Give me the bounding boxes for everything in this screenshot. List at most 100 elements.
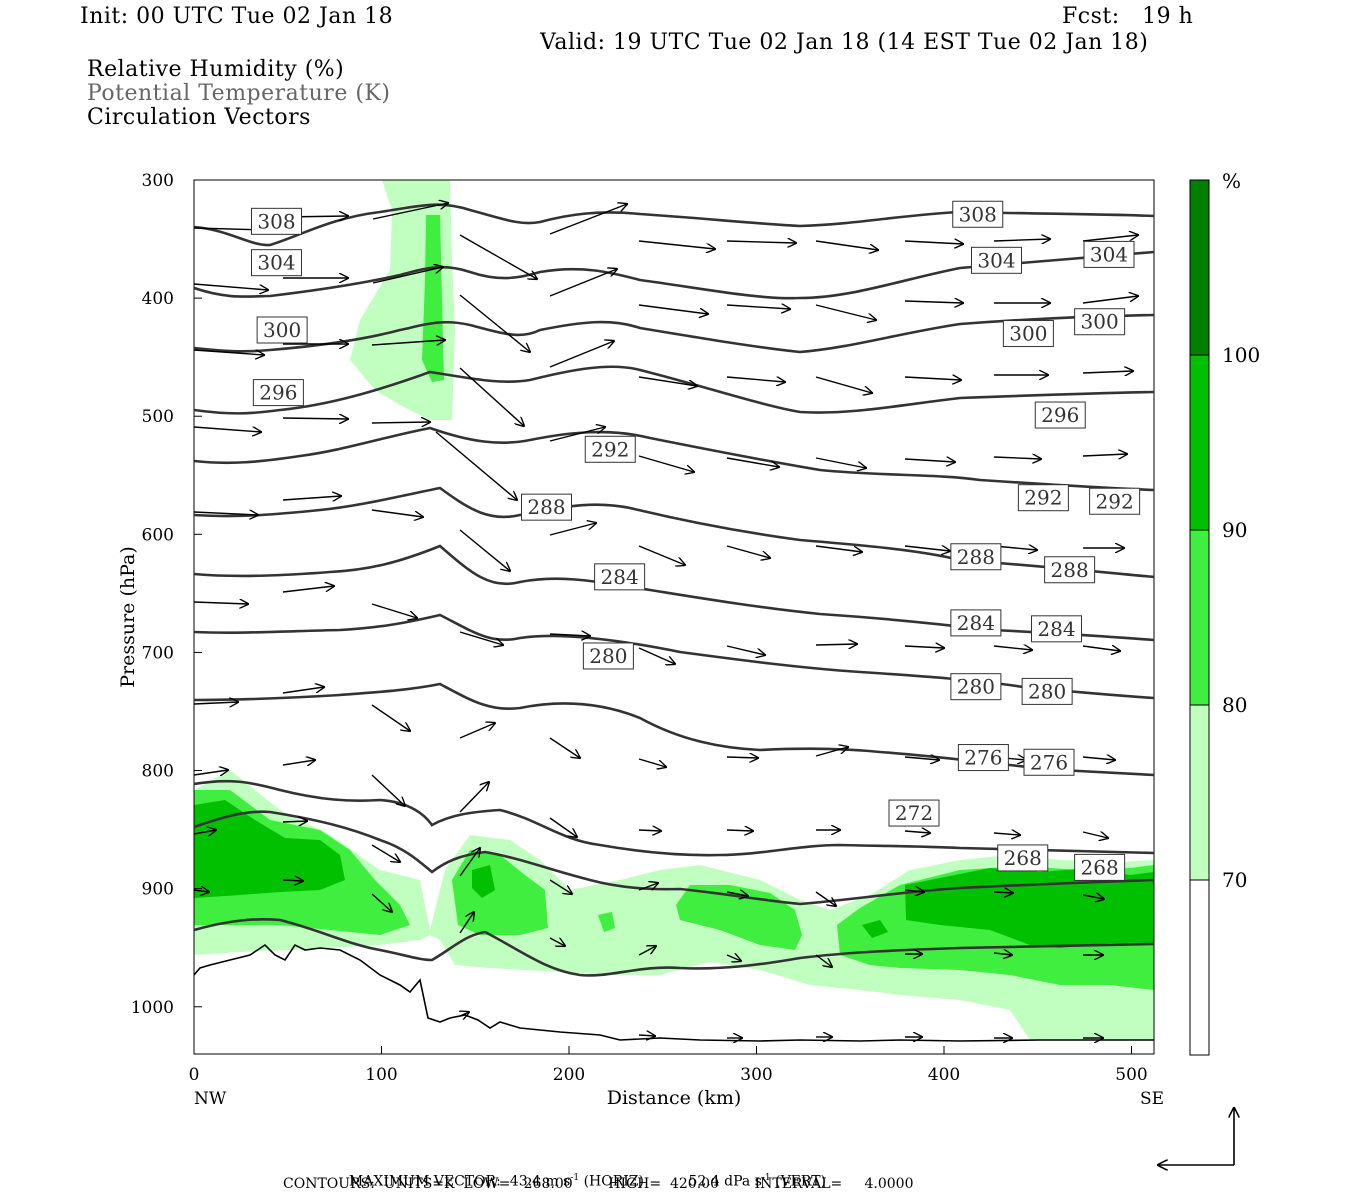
theta-label: 288 [521,493,572,521]
colorbar-70 [1190,705,1209,880]
max-vector-vert: 52.4 dPa s [688,1173,762,1190]
colorbar-100 [1190,180,1209,355]
theta-label-text: 292 [1024,486,1062,510]
horiz-exponent: -1 [570,1173,580,1183]
theta-label: 300 [256,316,308,344]
theta-label-text: 292 [591,437,629,461]
theta-label: 284 [594,563,646,591]
colorbar-unit: % [1222,169,1241,193]
theta-label-text: 276 [964,746,1002,770]
plot-frame [193,179,1155,1055]
rh-90-small [862,920,888,938]
theta-label: 292 [584,435,636,463]
theta-label: 276 [957,744,1009,772]
theta-label-text: 284 [1037,617,1075,641]
x-tick-label: 300 [740,1065,772,1085]
theta-label-text: 272 [895,801,933,825]
theta-label: 292 [1017,484,1069,512]
theta-label-text: 308 [257,209,295,233]
theta-label: 304 [1083,240,1135,268]
x-tick-label: 400 [928,1065,960,1085]
theta-contour-labels: 308 308 304 304 304 300 300 300 296 296 292 292 292 2… [251,200,1141,881]
colorbar-level-100: 100 [1222,343,1260,367]
y-tick-label: 900 [142,880,174,900]
theta-label-text: 268 [1081,855,1119,879]
colorbar-level-90: 90 [1222,518,1247,542]
theta-contour-h [194,613,1154,700]
theta-label-text: 288 [1051,558,1089,582]
theta-label-text: 280 [589,644,627,668]
contours-info: CONTOURS: UNITS=K LOW= 268.00 HIGH= 420.… [283,1176,914,1192]
x-axis: 0 100 200 300 400 500 [189,1046,1148,1085]
theta-label-text: 304 [257,251,295,275]
vert-exponent: -1 [761,1173,771,1183]
valid-time: Valid: 19 UTC Tue 02 Jan 18 (14 EST Tue … [540,30,1149,55]
rh-80-small [598,912,615,932]
colorbar-below-70 [1190,880,1209,1055]
theta-label: 280 [950,673,1002,701]
x-axis-label: Distance (km) [607,1087,742,1109]
theta-label: 292 [1089,487,1141,515]
theta-label-text: 276 [1030,750,1068,774]
theta-label-text: 300 [1081,310,1119,334]
theta-contour-e [194,426,1154,492]
legend-circulation-vectors: Circulation Vectors [87,105,311,130]
theta-label-text: 300 [1009,322,1047,346]
theta-label: 288 [950,543,1002,571]
theta-label: 296 [252,379,304,407]
y-axis-label: Pressure (hPa) [117,546,139,688]
theta-label: 300 [1002,320,1054,348]
theta-contour-j [194,779,1154,857]
theta-label: 308 [952,200,1004,228]
legend-potential-temperature: Potential Temperature (K) [87,81,391,106]
theta-label-text: 292 [1096,489,1134,513]
max-vector-horiz: 43.4 m s [509,1173,571,1190]
y-tick-label: 500 [142,407,174,427]
theta-label-text: 284 [601,565,639,589]
theta-label: 272 [888,799,940,827]
colorbar-80 [1190,530,1209,705]
theta-contour-i [194,682,1154,777]
init-time: Init: 00 UTC Tue 02 Jan 18 [80,4,394,29]
y-tick-label: 700 [142,643,174,663]
theta-label: 300 [1074,308,1126,336]
theta-label-text: 280 [957,675,995,699]
theta-label: 268 [997,844,1049,872]
x-tick-label: 0 [189,1065,200,1085]
max-vector-vert-unit: (VERT) [775,1173,826,1190]
x-tick-label: 200 [553,1065,585,1085]
theta-label-text: 268 [1004,846,1042,870]
x-tick-label: 500 [1115,1065,1147,1085]
y-tick-label: 800 [142,762,174,782]
x-tick-label: 100 [365,1065,397,1085]
colorbar-90 [1190,355,1209,530]
rh-70-surface [194,770,1154,1040]
y-tick-label: 600 [142,525,174,545]
theta-label-text: 284 [957,611,995,635]
theta-label-text: 308 [959,202,997,226]
terrain-surface [194,943,1154,1042]
theta-label: 304 [971,246,1022,274]
x-end-label-right: SE [1140,1089,1164,1109]
x-end-label-left: NW [194,1089,227,1109]
theta-label: 276 [1023,748,1075,776]
theta-label-text: 296 [259,381,297,405]
theta-contour-b [194,250,1154,300]
theta-label: 296 [1034,401,1086,429]
theta-label-text: 296 [1041,403,1079,427]
theta-label-text: 300 [263,318,301,342]
theta-contour-a [194,203,1154,247]
theta-label: 284 [1031,615,1082,643]
max-vector-line: MAXIMUM VECTOR: 43.4 m s-1 (HORIZ) 52.4 … [340,1157,826,1190]
rh-90-left [194,800,345,898]
theta-label-text: 304 [977,248,1015,272]
theta-label: 308 [251,207,302,235]
reference-vector [1158,1108,1234,1165]
theta-label: 268 [1074,853,1126,881]
theta-label: 280 [582,642,634,670]
theta-label-text: 288 [957,545,995,569]
y-tick-label: 1000 [131,998,174,1018]
theta-contour-d [194,365,1154,415]
max-vector-horiz-unit: (HORIZ) [583,1173,644,1190]
